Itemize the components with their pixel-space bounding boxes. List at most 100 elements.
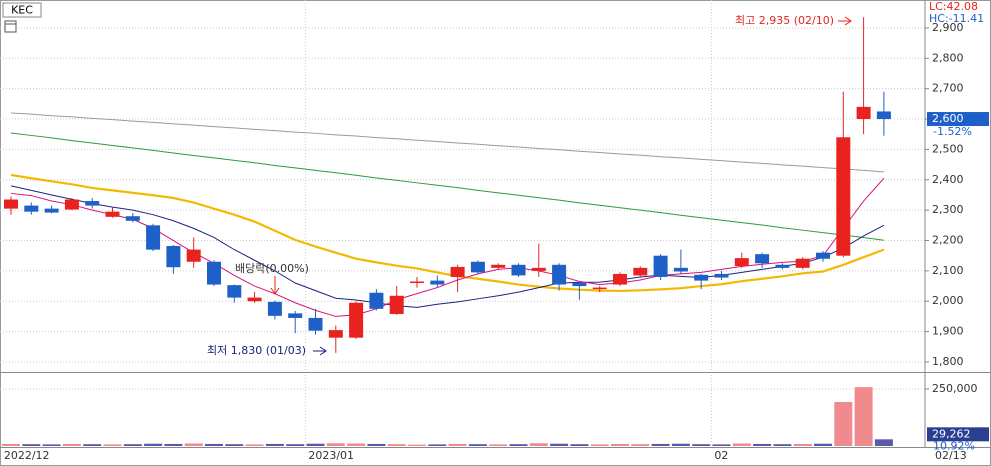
candle-body <box>186 249 201 262</box>
volume-bar <box>123 444 142 446</box>
volume-bar <box>22 444 41 446</box>
candle-body <box>308 317 323 331</box>
price-label: 2,600 <box>932 112 964 125</box>
candle-body <box>816 252 830 259</box>
event-annotation: 배당락(0.00%) <box>235 262 309 275</box>
volume-bar <box>83 444 102 446</box>
candle-body <box>775 264 790 268</box>
y-tick-label: 1,800 <box>932 355 964 368</box>
candle-body <box>734 258 749 267</box>
change-label: -1.52% <box>933 125 972 138</box>
candle-body <box>4 199 18 209</box>
arrow <box>270 276 280 295</box>
price-box <box>927 112 989 127</box>
volume-bar <box>428 444 447 446</box>
volume-bar <box>631 444 650 446</box>
candle-body <box>64 199 79 210</box>
volume-bar <box>732 443 751 446</box>
candle-body <box>694 274 709 281</box>
candle-body <box>389 295 404 314</box>
candle-body <box>349 302 364 338</box>
x-tick-label: 02/13 <box>935 449 967 462</box>
plot <box>2 17 893 446</box>
volume-bar <box>509 444 528 446</box>
volume-bar <box>184 443 203 446</box>
volume-bar <box>611 443 629 446</box>
volume-bar <box>671 443 690 446</box>
volume-bar <box>306 443 325 446</box>
volume-bar <box>62 443 81 446</box>
volume-bar <box>753 443 772 446</box>
candle-body <box>44 208 59 213</box>
volume-bar <box>326 443 345 446</box>
candle-body <box>592 287 607 290</box>
volume-bar <box>712 444 731 446</box>
y-tick-label: 2,200 <box>932 234 964 247</box>
candle-body <box>511 264 526 276</box>
moving-average <box>10 173 885 293</box>
moving-average <box>10 185 885 308</box>
candle-body <box>410 281 424 284</box>
candle-body <box>227 285 242 298</box>
candle-body <box>470 261 485 273</box>
volume-bar <box>570 444 589 446</box>
volume-bar <box>245 444 264 446</box>
y-tick-label: 2,100 <box>932 264 964 277</box>
y-tick-label: 2,800 <box>932 51 964 64</box>
volume-bar <box>489 444 508 446</box>
volume-bar <box>448 443 467 446</box>
candle-body <box>125 216 140 221</box>
volume-bar <box>164 443 183 446</box>
candle-body <box>105 211 120 217</box>
volume-bar <box>692 444 711 446</box>
candle-body <box>673 267 688 272</box>
candle-body <box>267 301 282 316</box>
candle-body <box>146 225 161 250</box>
y-tick-label: 2,700 <box>932 82 964 95</box>
volume-bar <box>874 439 893 446</box>
x-tick-label: 2022/12 <box>4 449 50 462</box>
volume-bar <box>468 444 487 446</box>
candle-body <box>552 264 567 285</box>
candle-body <box>755 254 770 264</box>
volume-bar <box>347 443 366 446</box>
low-annotation: 최저 1,830 (01/03) <box>207 344 306 357</box>
candle-body <box>572 283 587 287</box>
volume-bar <box>367 443 386 446</box>
volume-bar <box>590 444 609 446</box>
volume-bar <box>814 443 832 446</box>
y-tick-label: 2,400 <box>932 173 964 186</box>
volume-bar <box>205 443 223 446</box>
volume-bar <box>265 443 284 446</box>
y-tick-label: 2,000 <box>932 294 964 307</box>
candle-body <box>613 273 627 285</box>
volume-bar <box>2 443 20 446</box>
volume-bar <box>651 443 670 446</box>
candle-body <box>450 266 465 277</box>
candle-body <box>328 330 343 338</box>
volume-bar <box>286 444 305 446</box>
calendar-icon[interactable] <box>4 20 17 33</box>
candle-body <box>207 261 221 285</box>
candle-body <box>653 255 668 277</box>
moving-average <box>10 112 884 173</box>
volume-bar <box>103 444 122 446</box>
high-annotation: 최고 2,935 (02/10) <box>735 14 834 27</box>
volume-bar <box>42 444 61 446</box>
candle-body <box>714 273 729 278</box>
candle-body <box>247 297 262 302</box>
title-box[interactable] <box>2 2 42 18</box>
moving-average <box>10 132 884 241</box>
candle-body <box>531 267 546 271</box>
volume-bar <box>793 443 812 446</box>
volume-bar <box>144 443 163 446</box>
candle-body <box>369 292 384 309</box>
candle-body <box>836 137 851 256</box>
volume-ratio-label: 10.92% <box>933 439 975 452</box>
candle-body <box>876 111 891 120</box>
y-tick-label: 1,900 <box>932 325 964 338</box>
candle-body <box>430 280 445 285</box>
x-tick-label: 2023/01 <box>308 449 354 462</box>
candle-body <box>288 313 303 318</box>
